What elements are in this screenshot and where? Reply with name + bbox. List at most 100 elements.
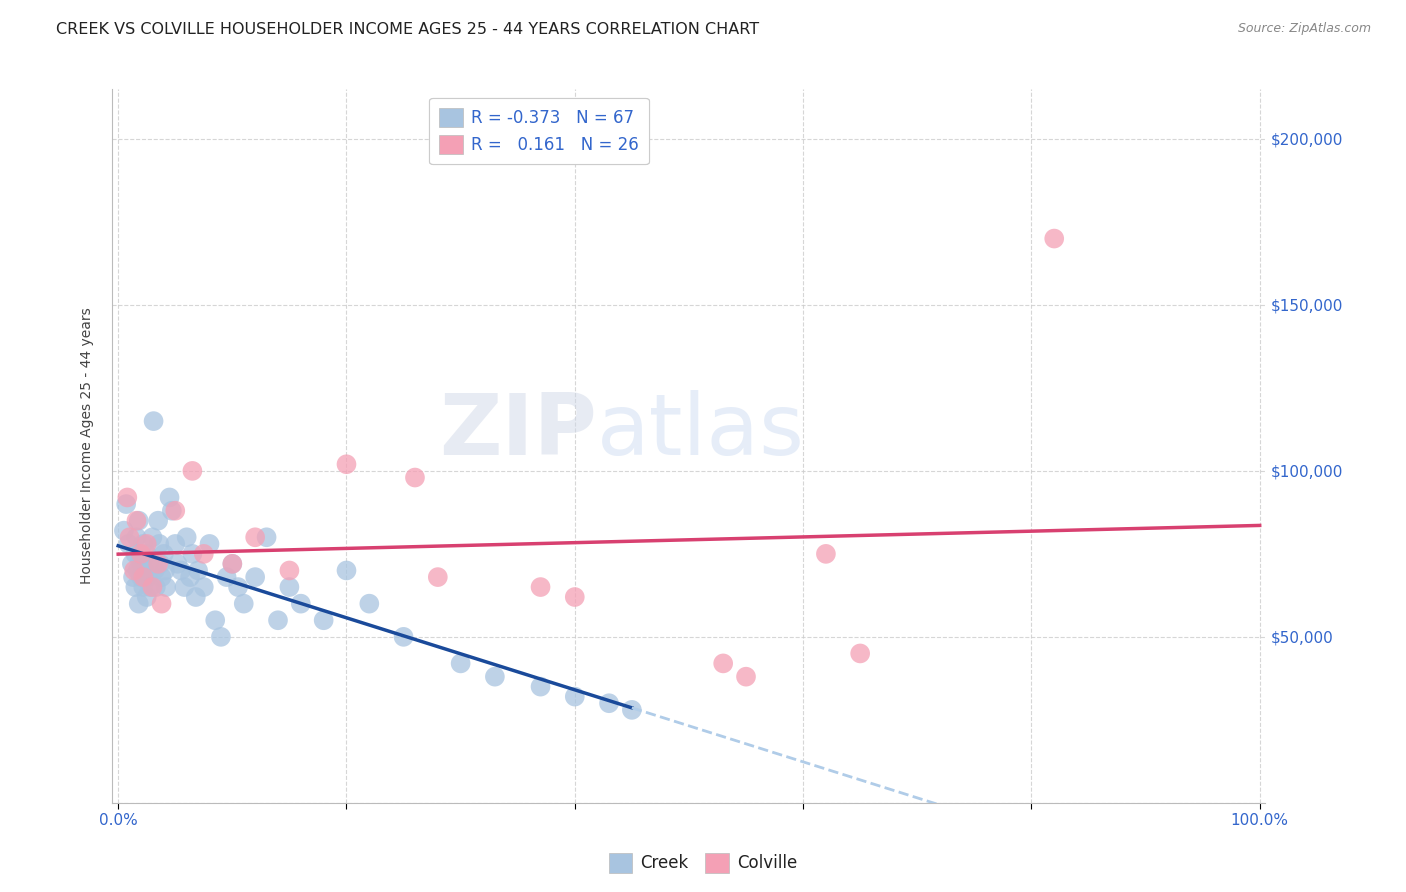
Point — [124, 547, 146, 561]
Point — [181, 464, 204, 478]
Point — [173, 580, 195, 594]
Point — [138, 557, 160, 571]
Legend: R = -0.373   N = 67, R =   0.161   N = 26: R = -0.373 N = 67, R = 0.161 N = 26 — [429, 97, 648, 164]
Point — [146, 514, 169, 528]
Point — [598, 696, 620, 710]
Point — [125, 530, 148, 544]
Point — [165, 537, 187, 551]
Point — [215, 570, 238, 584]
Point — [179, 570, 201, 584]
Point — [112, 524, 135, 538]
Legend: Creek, Colville: Creek, Colville — [602, 847, 804, 880]
Point — [849, 647, 872, 661]
Point — [150, 597, 173, 611]
Point — [165, 504, 187, 518]
Point — [814, 547, 837, 561]
Point — [150, 570, 173, 584]
Point — [148, 537, 170, 551]
Point — [134, 564, 156, 578]
Point — [278, 564, 301, 578]
Text: Source: ZipAtlas.com: Source: ZipAtlas.com — [1237, 22, 1371, 36]
Point — [132, 580, 155, 594]
Point — [146, 557, 169, 571]
Point — [132, 570, 155, 584]
Point — [153, 547, 176, 561]
Point — [198, 537, 221, 551]
Point — [135, 547, 157, 561]
Text: atlas: atlas — [596, 390, 804, 474]
Point — [124, 580, 146, 594]
Point — [404, 470, 426, 484]
Point — [392, 630, 415, 644]
Point — [267, 613, 290, 627]
Point — [1043, 231, 1066, 245]
Point — [564, 690, 586, 704]
Y-axis label: Householder Income Ages 25 - 44 years: Householder Income Ages 25 - 44 years — [80, 308, 94, 584]
Point — [128, 514, 150, 528]
Point — [278, 580, 301, 594]
Point — [142, 414, 165, 428]
Point — [135, 537, 157, 551]
Point — [221, 557, 243, 571]
Point — [159, 491, 181, 505]
Point — [129, 570, 152, 584]
Point — [127, 564, 149, 578]
Point — [128, 553, 150, 567]
Point — [290, 597, 312, 611]
Point — [131, 557, 153, 571]
Point — [243, 530, 266, 544]
Point — [184, 590, 207, 604]
Point — [166, 557, 188, 571]
Point — [117, 491, 139, 505]
Point — [181, 547, 204, 561]
Point — [135, 590, 157, 604]
Point — [122, 570, 145, 584]
Point — [426, 570, 449, 584]
Point — [160, 504, 183, 518]
Point — [620, 703, 643, 717]
Point — [711, 657, 734, 671]
Point — [121, 557, 143, 571]
Point — [141, 580, 163, 594]
Point — [335, 564, 357, 578]
Point — [122, 564, 145, 578]
Point — [153, 564, 176, 578]
Point — [139, 580, 162, 594]
Point — [141, 530, 163, 544]
Point — [115, 497, 138, 511]
Point — [221, 557, 243, 571]
Point — [226, 580, 249, 594]
Point — [243, 570, 266, 584]
Point — [256, 530, 278, 544]
Point — [170, 564, 193, 578]
Point — [129, 547, 152, 561]
Point — [204, 613, 226, 627]
Point — [187, 564, 209, 578]
Point — [176, 530, 198, 544]
Point — [143, 564, 166, 578]
Point — [193, 580, 215, 594]
Point — [335, 457, 357, 471]
Text: CREEK VS COLVILLE HOUSEHOLDER INCOME AGES 25 - 44 YEARS CORRELATION CHART: CREEK VS COLVILLE HOUSEHOLDER INCOME AGE… — [56, 22, 759, 37]
Text: ZIP: ZIP — [439, 390, 596, 474]
Point — [145, 580, 167, 594]
Point — [209, 630, 232, 644]
Point — [232, 597, 254, 611]
Point — [128, 597, 150, 611]
Point — [529, 580, 551, 594]
Point — [564, 590, 586, 604]
Point — [359, 597, 381, 611]
Point — [484, 670, 506, 684]
Point — [118, 530, 141, 544]
Point — [149, 557, 172, 571]
Point — [136, 570, 159, 584]
Point — [193, 547, 215, 561]
Point — [529, 680, 551, 694]
Point — [125, 514, 148, 528]
Point — [117, 537, 139, 551]
Point — [132, 537, 155, 551]
Point — [155, 580, 177, 594]
Point — [312, 613, 335, 627]
Point — [450, 657, 472, 671]
Point — [735, 670, 758, 684]
